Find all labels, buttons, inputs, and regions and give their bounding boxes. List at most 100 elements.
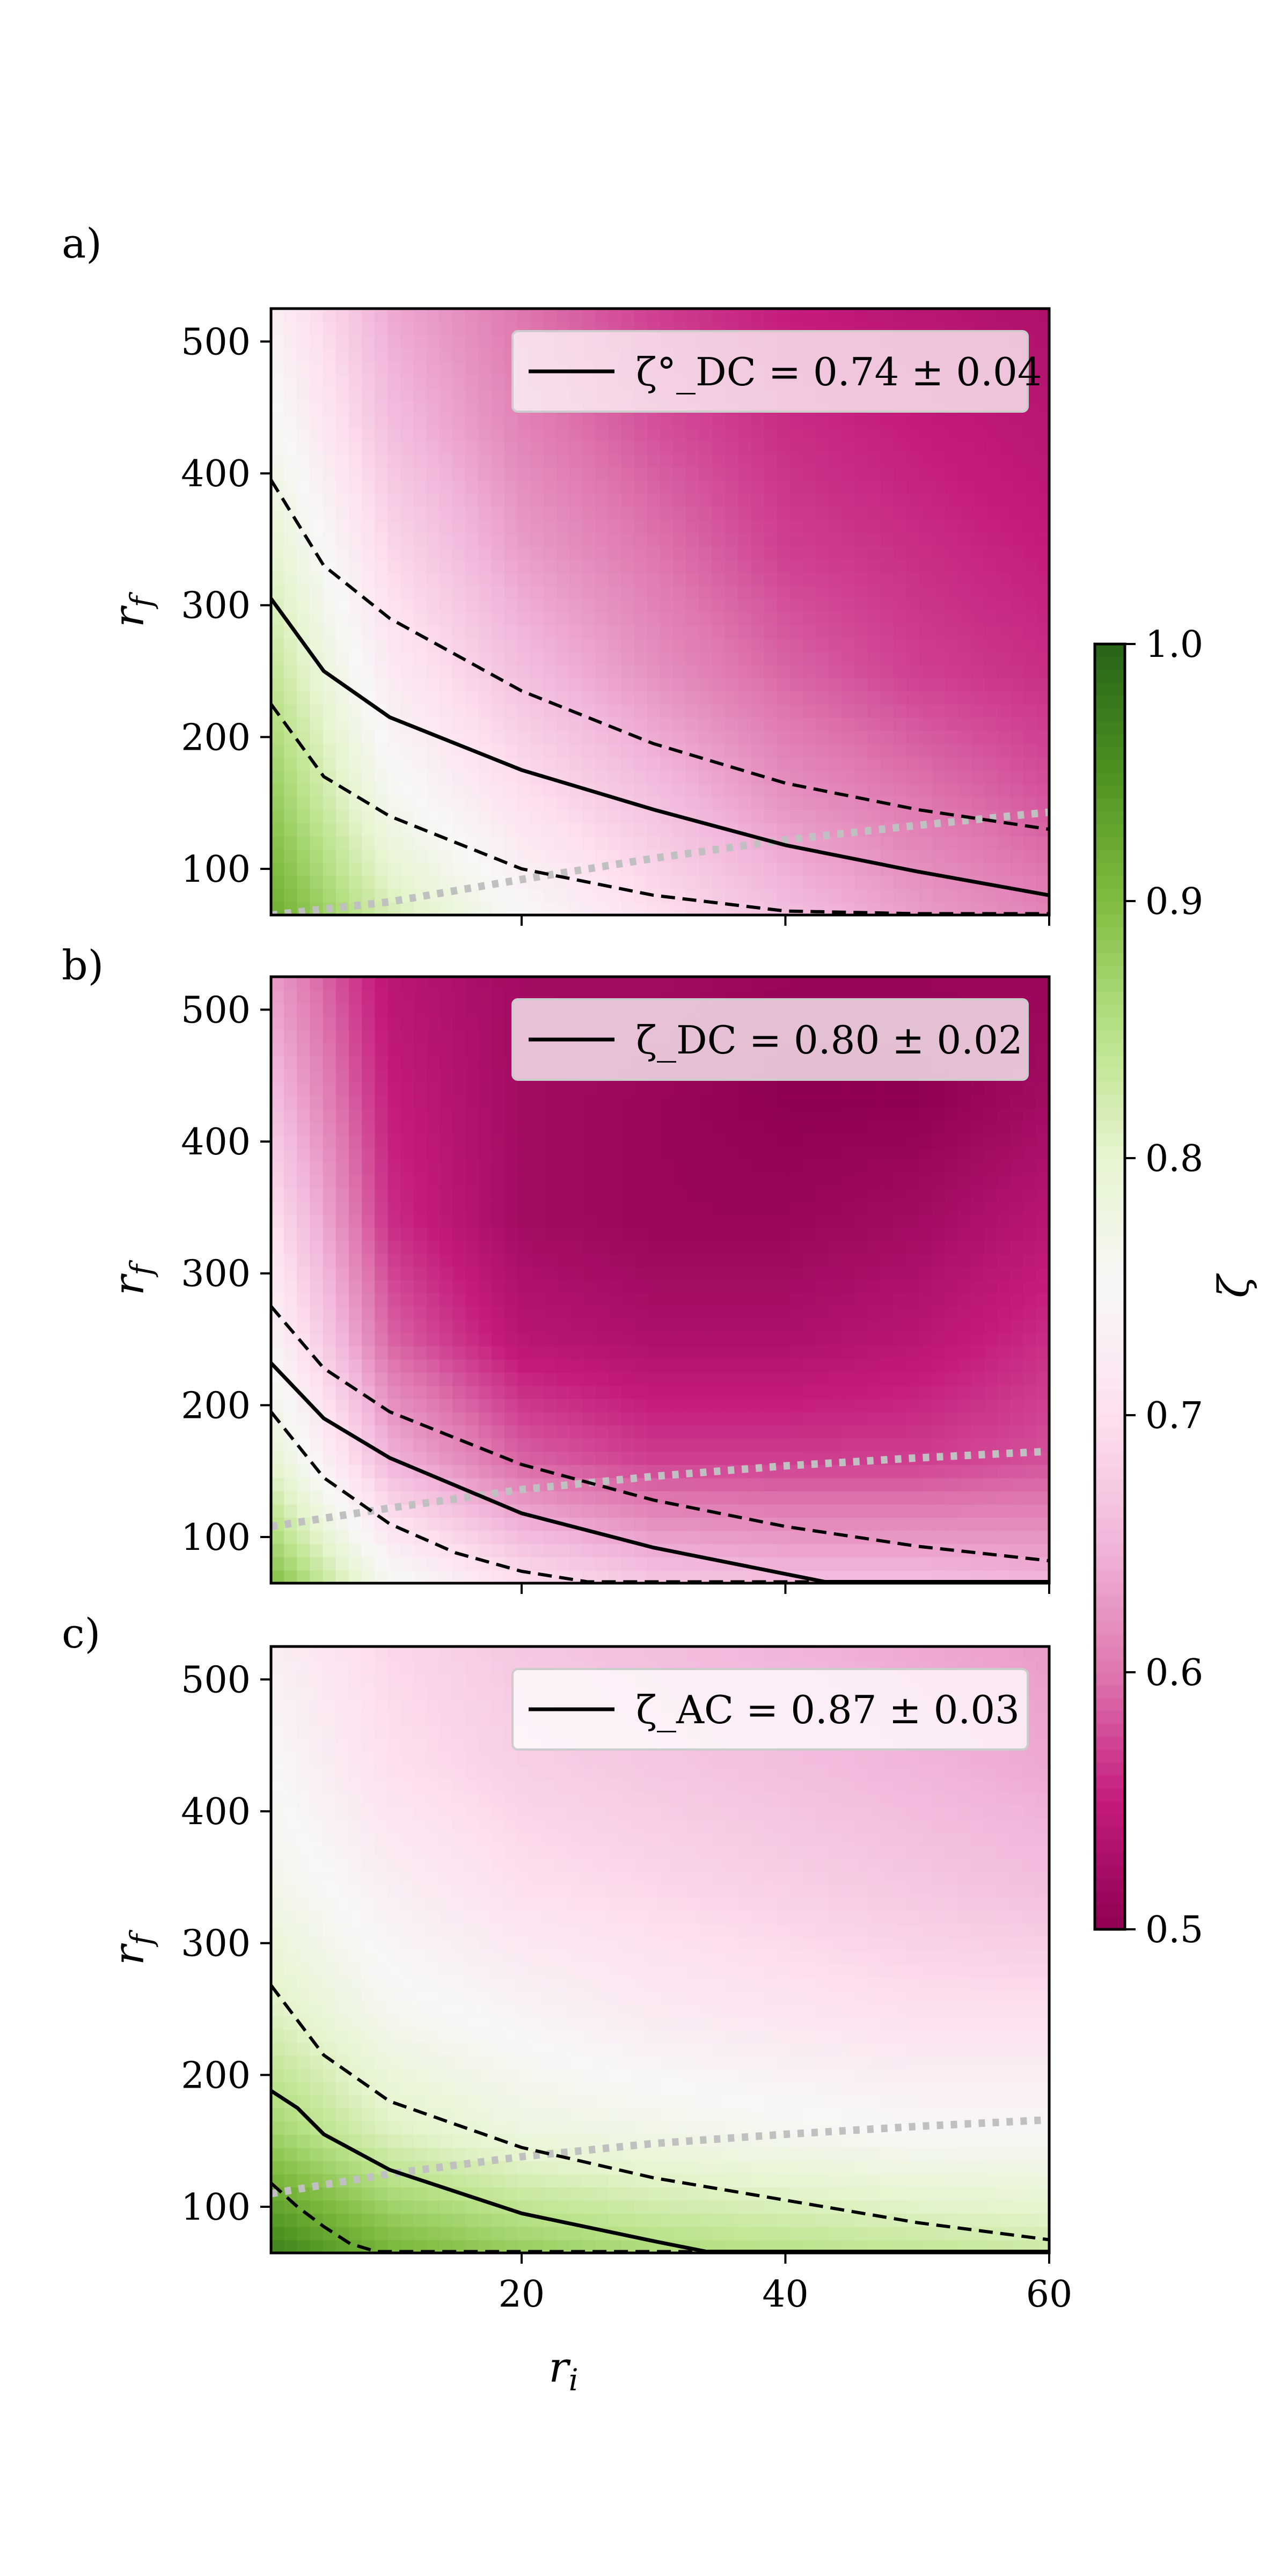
heatmap-cell	[1023, 1345, 1037, 1360]
heatmap-cell	[400, 1306, 414, 1320]
heatmap-cell	[582, 836, 596, 850]
heatmap-cell	[297, 1095, 311, 1109]
heatmap-cell	[971, 1543, 985, 1557]
heatmap-cell	[440, 849, 453, 863]
heatmap-cell	[595, 651, 609, 665]
heatmap-cell	[491, 1240, 505, 1254]
heatmap-cell	[1023, 625, 1037, 639]
heatmap-cell	[608, 1556, 622, 1571]
heatmap-cell	[582, 849, 596, 863]
heatmap-cell	[789, 585, 803, 599]
heatmap-cell	[543, 1504, 557, 1518]
heatmap-cell	[764, 691, 778, 705]
heatmap-cell	[751, 1411, 765, 1426]
heatmap-cell	[764, 1240, 778, 1254]
heatmap-cell	[867, 1319, 881, 1334]
heatmap-cell	[867, 717, 881, 731]
heatmap-cell	[789, 757, 803, 771]
heatmap-cell	[634, 836, 648, 850]
heatmap-cell	[764, 1267, 778, 1280]
heatmap-cell	[284, 1293, 298, 1307]
heatmap-cell	[945, 1135, 959, 1149]
heatmap-cell	[413, 440, 427, 455]
heatmap-cell	[647, 453, 661, 467]
heatmap-cell	[504, 585, 518, 599]
heatmap-cell	[440, 519, 453, 533]
heatmap-cell	[634, 770, 648, 784]
heatmap-cell	[764, 677, 778, 692]
heatmap-cell	[673, 796, 687, 810]
heatmap-cell	[582, 1188, 596, 1202]
heatmap-cell	[1023, 309, 1037, 323]
heatmap-cell	[738, 1491, 751, 1505]
heatmap-cell	[647, 1556, 661, 1571]
heatmap-cell	[867, 1517, 881, 1531]
heatmap-cell	[712, 440, 726, 455]
heatmap-cell	[997, 1161, 1011, 1175]
heatmap-cell	[673, 717, 687, 731]
heatmap-cell	[802, 770, 816, 784]
heatmap-cell	[1023, 1108, 1037, 1123]
heatmap-cell	[894, 888, 907, 903]
heatmap-cell	[816, 1267, 829, 1280]
heatmap-cell	[738, 1372, 751, 1386]
heatmap-cell	[284, 559, 298, 573]
heatmap-cell	[323, 1345, 336, 1360]
heatmap-cell	[297, 1372, 311, 1386]
heatmap-cell	[504, 1372, 518, 1386]
heatmap-cell	[958, 1188, 972, 1202]
heatmap-cell	[400, 757, 414, 771]
heatmap-cell	[660, 677, 674, 692]
heatmap-cell	[284, 309, 298, 323]
heatmap-cell	[777, 1372, 791, 1386]
heatmap-cell	[362, 546, 376, 560]
heatmap-cell	[971, 1214, 985, 1228]
heatmap-cell	[375, 374, 389, 389]
heatmap-cell	[919, 1201, 933, 1214]
heatmap-cell	[427, 335, 440, 349]
heatmap-cell	[958, 519, 972, 533]
heatmap-cell	[556, 691, 570, 705]
heatmap-cell	[1023, 1517, 1037, 1531]
heatmap-cell	[310, 1095, 324, 1109]
heatmap-cell	[777, 519, 791, 533]
heatmap-cell	[465, 1530, 479, 1545]
heatmap-cell	[1036, 1148, 1049, 1162]
heatmap-cell	[841, 1517, 855, 1531]
heatmap-cell	[465, 506, 479, 520]
heatmap-cell	[932, 559, 946, 573]
heatmap-cell	[699, 1095, 713, 1109]
heatmap-cell	[504, 1280, 518, 1294]
heatmap-cell	[297, 387, 311, 401]
heatmap-cell	[400, 546, 414, 560]
heatmap-cell	[335, 704, 349, 718]
heatmap-cell	[789, 427, 803, 441]
heatmap-cell	[491, 598, 505, 612]
heatmap-cell	[867, 1306, 881, 1320]
heatmap-cell	[465, 453, 479, 467]
heatmap-cell	[478, 335, 492, 349]
heatmap-cell	[335, 1333, 349, 1346]
heatmap-cell	[413, 559, 427, 573]
heatmap-cell	[375, 691, 389, 705]
heatmap-cell	[569, 836, 583, 850]
heatmap-cell	[297, 598, 311, 612]
heatmap-cell	[660, 717, 674, 731]
heatmap-cell	[724, 1280, 738, 1294]
heatmap-cell	[310, 1135, 324, 1149]
heatmap-cell	[323, 757, 336, 771]
heatmap-cell	[543, 638, 557, 652]
heatmap-cell	[517, 691, 531, 705]
heatmap-cell	[802, 1253, 816, 1268]
heatmap-cell	[945, 519, 959, 533]
heatmap-cell	[569, 902, 583, 915]
heatmap-cell	[335, 1385, 349, 1399]
heatmap-cell	[556, 1425, 570, 1439]
heatmap-cell	[297, 651, 311, 665]
heatmap-cell	[712, 664, 726, 678]
heatmap-cell	[478, 1280, 492, 1294]
heatmap-cell	[1023, 1477, 1037, 1491]
heatmap-cell	[400, 427, 414, 441]
heatmap-cell	[569, 453, 583, 467]
heatmap-cell	[789, 809, 803, 823]
